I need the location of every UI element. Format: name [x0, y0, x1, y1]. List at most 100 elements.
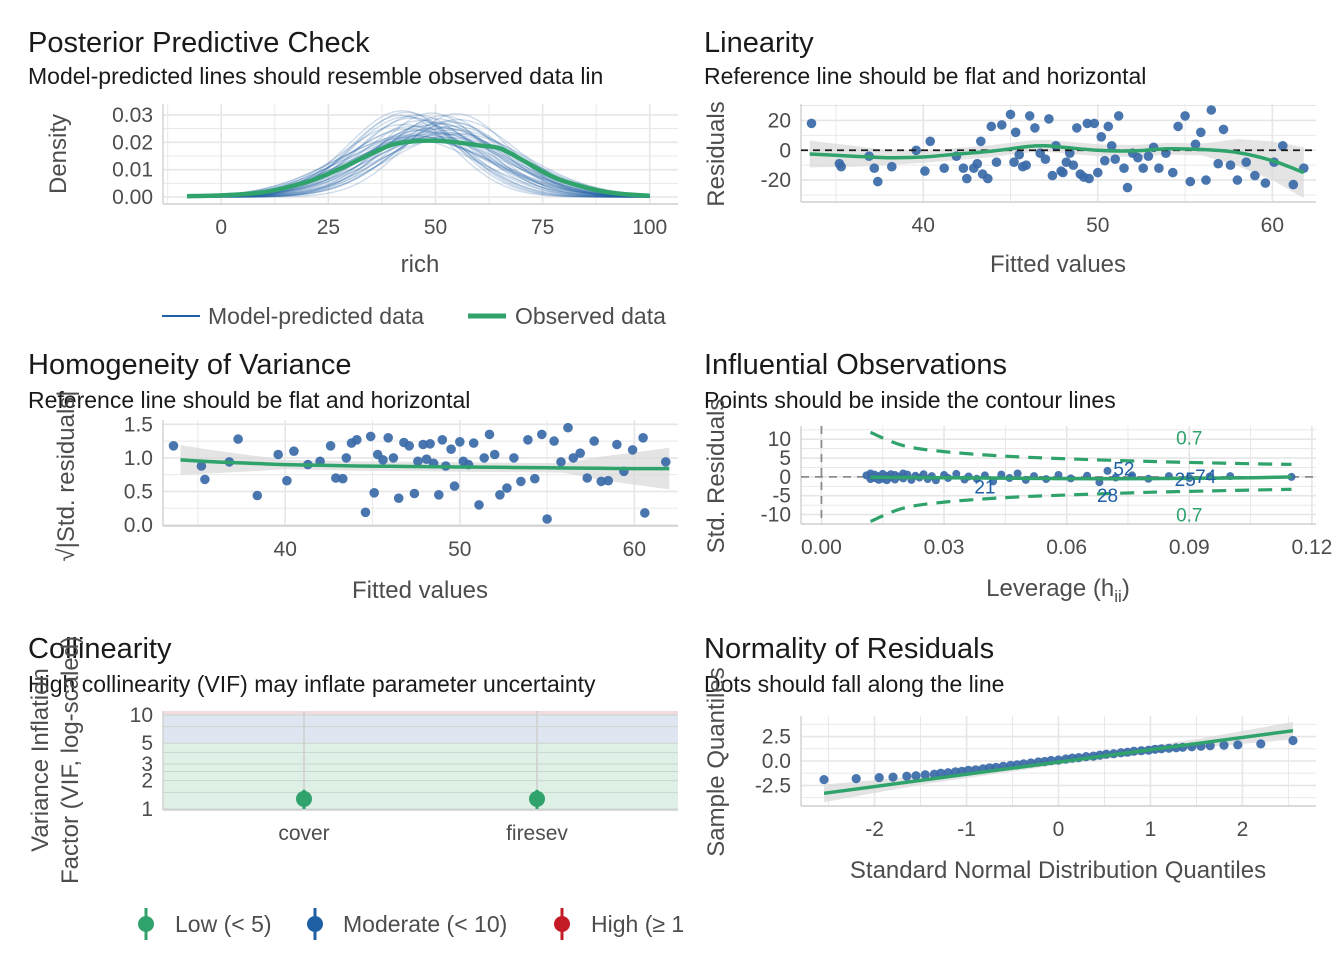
- homogeneity-data-point: [369, 488, 380, 498]
- homogeneity-data-point: [582, 473, 592, 483]
- ppc-model-draw-line: [187, 127, 650, 198]
- legend-observed-label: Observed data: [515, 303, 666, 329]
- homogeneity-x-tick-label: 50: [448, 538, 471, 561]
- qq-y-tick-label: 0.0: [762, 750, 791, 773]
- homogeneity-data-point: [421, 454, 432, 465]
- homogeneity-data-point: [530, 473, 540, 484]
- collinearity-y-tick-label: 10: [130, 704, 153, 727]
- influence-lower-contour: [869, 487, 1292, 523]
- linearity-data-point: [1119, 163, 1129, 173]
- homogeneity-data-point: [563, 422, 573, 433]
- homogeneity-data-point: [479, 453, 490, 463]
- qq-y-tick-label: -2.5: [755, 774, 791, 797]
- linearity-data-point: [1093, 167, 1103, 178]
- homogeneity-data-point: [196, 461, 207, 471]
- influence-x-tick-label: 0.06: [1046, 536, 1087, 559]
- influence-contour-label-lower: 0.7: [1176, 506, 1202, 527]
- homogeneity-data-point: [437, 435, 448, 445]
- homogeneity-data-point: [233, 434, 243, 444]
- linearity-data-point: [806, 118, 817, 129]
- homogeneity-data-point: [413, 456, 423, 467]
- qq-y-axis-label: Sample Quantiles: [703, 667, 730, 856]
- homogeneity-data-point: [365, 431, 376, 442]
- influence-panel: Influential Observations Points should b…: [703, 349, 1332, 606]
- collinearity-y-tick-label: 2: [141, 770, 153, 793]
- homogeneity-data-point: [638, 433, 648, 443]
- linearity-data-point: [1103, 121, 1114, 132]
- homogeneity-smooth-line: [180, 458, 670, 471]
- homogeneity-title: Homogeneity of Variance: [28, 349, 351, 381]
- qq-data-point: [1219, 740, 1229, 750]
- influence-title: Influential Observations: [704, 349, 1007, 381]
- linearity-data-point: [1213, 158, 1223, 169]
- collinearity-panel: Collinearity High collinearity (VIF) may…: [27, 633, 684, 940]
- influence-x-tick-label: 0.00: [801, 536, 842, 559]
- linearity-x-axis-label: Fitted values: [990, 251, 1126, 278]
- homogeneity-data-point: [468, 438, 479, 448]
- homogeneity-subtitle: Reference line should be flat and horizo…: [28, 387, 470, 413]
- qq-x-tick-label: 0: [1053, 818, 1065, 841]
- homogeneity-data-point: [393, 493, 404, 504]
- qq-data-point: [936, 768, 946, 778]
- homogeneity-data-point: [434, 490, 444, 500]
- qq-subtitle: Dots should fall along the line: [704, 671, 1004, 697]
- homogeneity-data-point: [596, 476, 606, 487]
- collinearity-y-tick-label: 3: [141, 753, 153, 776]
- influence-x-tick-label: 0.03: [924, 536, 965, 559]
- linearity-data-point: [991, 157, 1002, 167]
- qq-data-point: [902, 771, 912, 781]
- qq-panel: Normality of Residuals Dots should fall …: [703, 633, 1316, 884]
- homogeneity-data-point: [484, 429, 495, 440]
- linearity-y-tick-label: 0: [779, 139, 791, 162]
- linearity-data-point: [1185, 176, 1196, 187]
- collinearity-plot: cover firesev: [162, 711, 678, 845]
- linearity-data-point: [1110, 154, 1120, 164]
- homogeneity-data-point: [425, 439, 435, 449]
- ppc-model-draw-line: [187, 124, 650, 198]
- linearity-data-point: [1024, 111, 1035, 121]
- qq-data-point: [874, 773, 884, 783]
- homogeneity-data-point: [418, 439, 428, 450]
- influence-point-label: 21: [974, 478, 995, 499]
- homogeneity-data-point: [289, 446, 299, 457]
- linearity-data-point: [1138, 163, 1148, 173]
- homogeneity-data-point: [627, 445, 638, 455]
- qq-x-tick-label: -1: [957, 818, 976, 841]
- influence-point-label: 28: [1097, 486, 1118, 507]
- linearity-data-point: [1143, 151, 1154, 161]
- linearity-data-point: [1010, 127, 1021, 138]
- linearity-data-point: [1106, 141, 1117, 151]
- influence-x-tick-label: 0.09: [1169, 536, 1210, 559]
- linearity-x-tick-label: 50: [1086, 214, 1109, 237]
- homogeneity-data-point: [556, 457, 566, 467]
- homogeneity-data-point: [383, 433, 394, 443]
- ppc-x-axis-label: rich: [401, 251, 440, 278]
- qq-data-point: [888, 772, 898, 782]
- linearity-x-tick-label: 60: [1261, 214, 1284, 237]
- linearity-data-point: [972, 158, 983, 169]
- homogeneity-data-point: [331, 473, 341, 483]
- collinearity-title: Collinearity: [28, 633, 172, 665]
- linearity-data-point: [1278, 141, 1288, 151]
- linearity-data-point: [1005, 109, 1016, 120]
- linearity-data-point: [1030, 123, 1040, 133]
- linearity-data-point: [1218, 124, 1229, 135]
- influence-x-axis-label: Leverage (hii): [986, 575, 1130, 606]
- homogeneity-data-point: [612, 439, 622, 450]
- ppc-model-draw-line: [187, 114, 650, 198]
- collinearity-moderate-zone: [163, 714, 678, 744]
- ppc-model-draw-line: [186, 137, 650, 198]
- linearity-data-point: [1100, 155, 1110, 166]
- linearity-data-point: [976, 136, 986, 147]
- collinearity-category-label: firesev: [506, 822, 568, 845]
- homogeneity-plot: [168, 422, 671, 524]
- homogeneity-data-point: [575, 448, 585, 459]
- qq-data-point: [920, 770, 930, 780]
- homogeneity-data-point: [502, 483, 512, 493]
- qq-x-tick-label: 1: [1145, 818, 1157, 841]
- linearity-tick-labels: 40 50 60 -20 0 20: [761, 109, 1284, 237]
- linearity-data-point: [920, 166, 930, 176]
- ppc-model-draw-line: [187, 125, 650, 198]
- linearity-data-point: [986, 121, 997, 132]
